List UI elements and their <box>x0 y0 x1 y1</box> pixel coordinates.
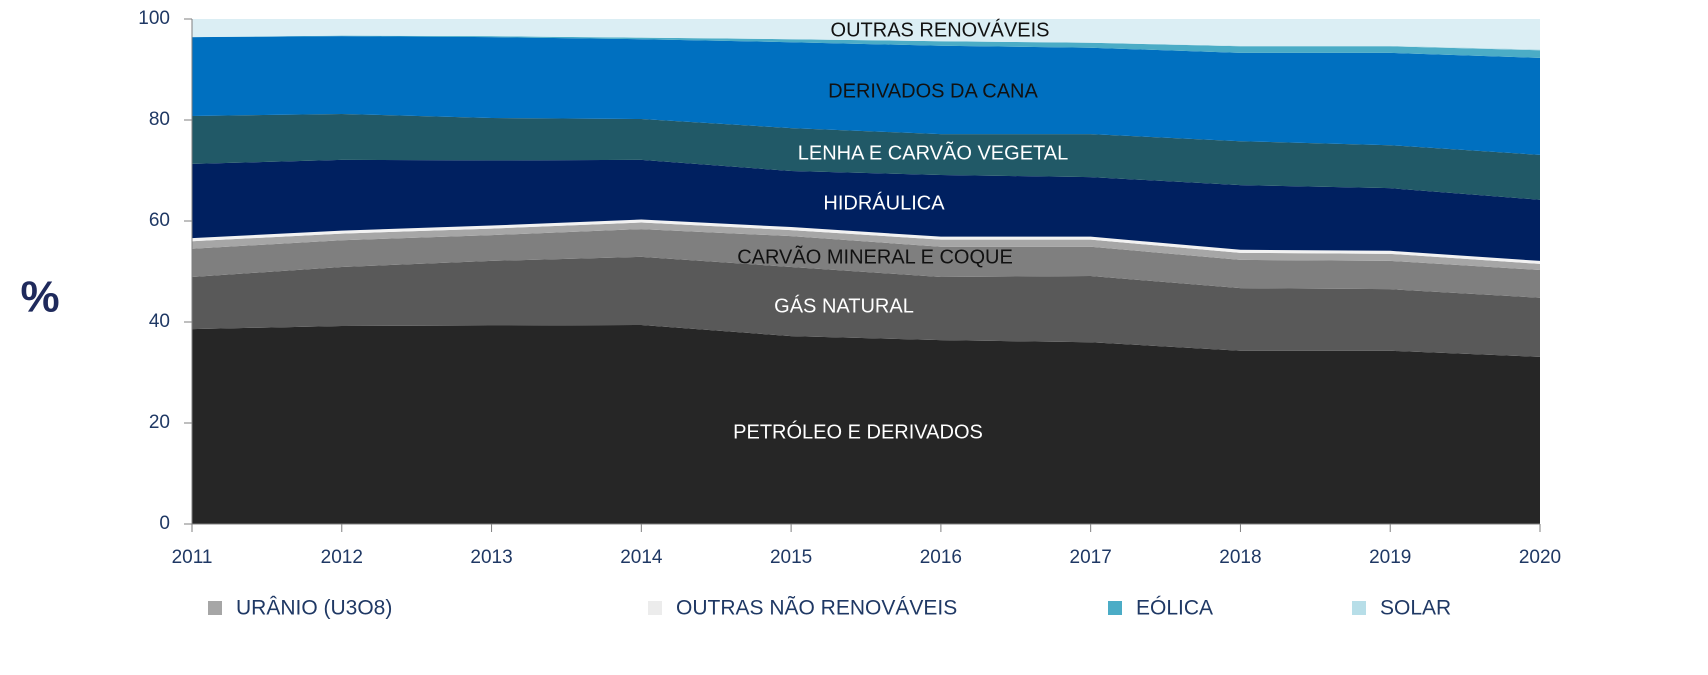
x-tick-label: 2018 <box>1219 547 1261 568</box>
x-tick-label: 2016 <box>920 547 962 568</box>
legend-swatch <box>208 601 222 615</box>
y-axis-label: % <box>20 273 59 322</box>
area <box>192 35 1540 58</box>
x-tick-label: 2011 <box>172 547 213 568</box>
area-label: PETRÓLEO E DERIVADOS <box>733 420 983 443</box>
area-label: LENHA E CARVÃO VEGETAL <box>798 140 1068 164</box>
area-label: OUTRAS RENOVÁVEIS <box>831 18 1050 41</box>
legend-text: SOLAR <box>1380 597 1451 620</box>
area <box>192 159 1540 261</box>
y-tick-label: 40 <box>149 311 170 332</box>
x-tick-label: 2017 <box>1070 547 1112 568</box>
legend-swatch <box>648 601 662 615</box>
x-tick-label: 2012 <box>321 547 363 568</box>
area <box>192 19 1540 50</box>
x-tick-label: 2015 <box>770 547 812 568</box>
y-tick-label: 100 <box>138 8 170 29</box>
legend-text: EÓLICA <box>1136 597 1213 620</box>
x-tick-label: 2020 <box>1519 547 1561 568</box>
area-label: HIDRÁULICA <box>823 191 945 214</box>
x-tick-label: 2013 <box>470 547 512 568</box>
y-tick-label: 80 <box>149 109 170 130</box>
x-tick-label: 2014 <box>620 547 663 568</box>
legend-swatch <box>1108 601 1122 615</box>
legend-swatch <box>1352 601 1366 615</box>
area-label: CARVÃO MINERAL E COQUE <box>737 244 1013 268</box>
area <box>192 36 1540 155</box>
area <box>192 229 1540 298</box>
area <box>192 113 1540 200</box>
legend-text: OUTRAS NÃO RENOVÁVEIS <box>676 596 957 620</box>
y-tick-label: 20 <box>149 412 170 433</box>
area-label: GÁS NATURAL <box>774 294 914 317</box>
y-tick-label: 60 <box>149 210 170 231</box>
area <box>192 325 1540 524</box>
x-tick-label: 2019 <box>1369 547 1411 568</box>
area-label: DERIVADOS DA CANA <box>828 80 1038 102</box>
area <box>192 256 1540 357</box>
y-tick-label: 0 <box>159 513 170 534</box>
legend-text: URÂNIO (U3O8) <box>236 597 392 620</box>
